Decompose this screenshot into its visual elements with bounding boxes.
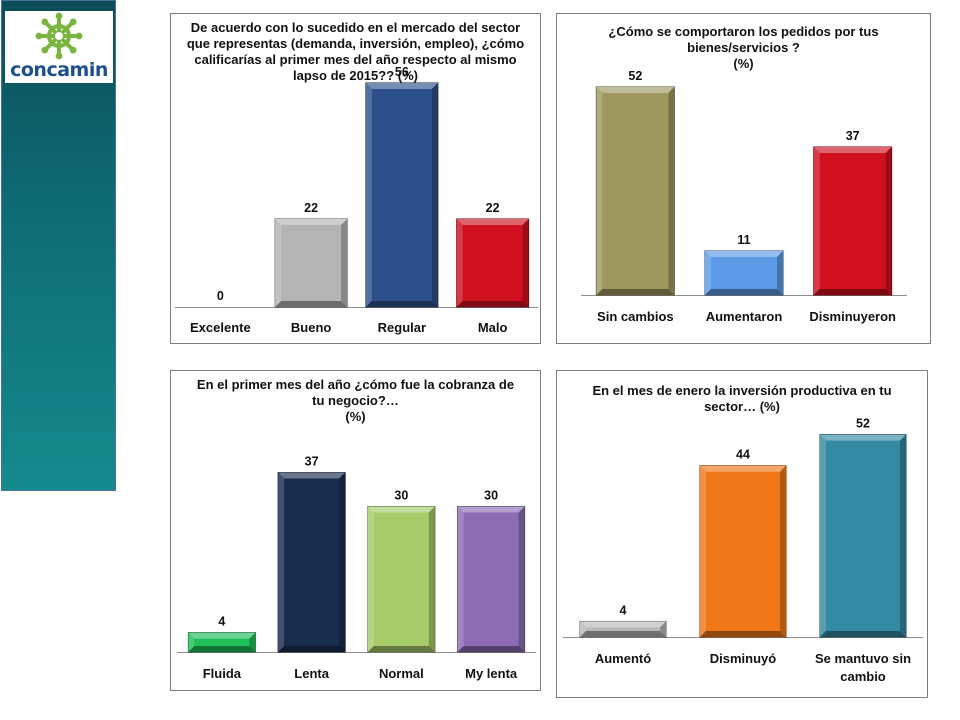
concamin-logo: concamin (5, 11, 113, 83)
category-label: cambio (840, 669, 886, 684)
bar-value-label: 22 (486, 201, 500, 215)
bar (813, 146, 893, 296)
bar-value-label: 30 (394, 489, 408, 503)
bar-value-label: 22 (304, 201, 318, 215)
bar-chart: 4 Aumentó 44 Disminuyó 52 Se mantuvo sin cambi… (563, 417, 923, 684)
category-label: Lenta (294, 666, 329, 681)
bar-value-label: 30 (484, 489, 498, 503)
bar-value-label: 4 (218, 615, 225, 629)
chart-title-line: lapso de 2015?? (%) (293, 68, 418, 83)
bar-value-label: 56 (395, 65, 409, 79)
concamin-star-icon (35, 12, 83, 60)
bar (187, 632, 256, 653)
chart-title-line: (%) (733, 56, 754, 71)
category-label: Normal (379, 666, 424, 681)
chart-title: En el primer mes del año ¿cómo fue la co… (171, 377, 540, 425)
bar-chart: 52 Sin cambios 11 Aumentaron 37 Disminuyeron (581, 69, 907, 324)
chart-title-line: De acuerdo con lo sucedido en el mercado… (190, 20, 521, 35)
category-label: Excelente (190, 320, 251, 335)
bar (595, 86, 675, 296)
category-label: Disminuyeron (809, 309, 896, 324)
category-label: Fluida (203, 666, 242, 681)
bar-value-label: 0 (217, 289, 224, 303)
category-label: Se mantuvo sin (815, 651, 911, 666)
logo-text: concamin (10, 59, 108, 81)
bar (457, 506, 526, 653)
bar (277, 472, 346, 653)
chart-title-line: En el primer mes del año ¿cómo fue la co… (196, 377, 515, 392)
bar (367, 506, 436, 653)
category-label: Malo (478, 320, 508, 335)
chart-orders: ¿Cómo se comportaron los pedidos por tus… (556, 13, 931, 344)
chart-collections: En el primer mes del año ¿cómo fue la co… (170, 370, 541, 691)
category-label: Aumentaron (706, 309, 783, 324)
bar-value-label: 4 (620, 603, 627, 617)
sidebar-panel: concamin (1, 0, 116, 491)
category-label: Sin cambios (597, 309, 674, 324)
chart-title: De acuerdo con lo sucedido en el mercado… (171, 20, 540, 84)
bar (274, 218, 348, 308)
chart-title-line: calificarías al primer mes del año respe… (194, 52, 517, 67)
bar (819, 434, 907, 638)
category-label: Disminuyó (710, 651, 777, 666)
chart-title-line: sector… (%) (704, 399, 780, 414)
bar (579, 620, 667, 638)
bar-chart: 0 Excelente 22 Bueno 56 Regular 22 Malo (175, 65, 538, 335)
bar (365, 82, 439, 308)
chart-title-line: (%) (345, 409, 366, 424)
chart-title: ¿Cómo se comportaron los pedidos por tus… (557, 24, 930, 72)
bar-value-label: 52 (856, 417, 870, 431)
bar-value-label: 44 (736, 448, 750, 462)
category-label: Aumentó (595, 651, 651, 666)
category-label: My lenta (465, 666, 518, 681)
category-label: Bueno (291, 320, 332, 335)
chart-title: En el mes de enero la inversión producti… (557, 383, 927, 415)
bar-chart: 4 Fluida 37 Lenta 30 Normal 30 My lenta (177, 455, 536, 681)
bar (704, 250, 784, 296)
bar-value-label: 37 (305, 455, 319, 469)
chart-title-line: que representas (demanda, inversión, emp… (186, 36, 525, 51)
chart-title-line: En el mes de enero la inversión producti… (592, 383, 892, 398)
chart-market-rating: De acuerdo con lo sucedido en el mercado… (170, 13, 541, 344)
bar-value-label: 11 (737, 233, 750, 247)
bar (456, 218, 530, 308)
bar-value-label: 37 (846, 129, 860, 143)
bar-value-label: 52 (628, 69, 642, 83)
chart-investment: En el mes de enero la inversión producti… (556, 370, 928, 698)
category-label: Regular (378, 320, 426, 335)
chart-title-line: ¿Cómo se comportaron los pedidos por tus (608, 24, 879, 39)
chart-title-line: bienes/servicios ? (687, 40, 800, 55)
bar (699, 465, 787, 638)
chart-title-line: tu negocio?… (312, 393, 399, 408)
